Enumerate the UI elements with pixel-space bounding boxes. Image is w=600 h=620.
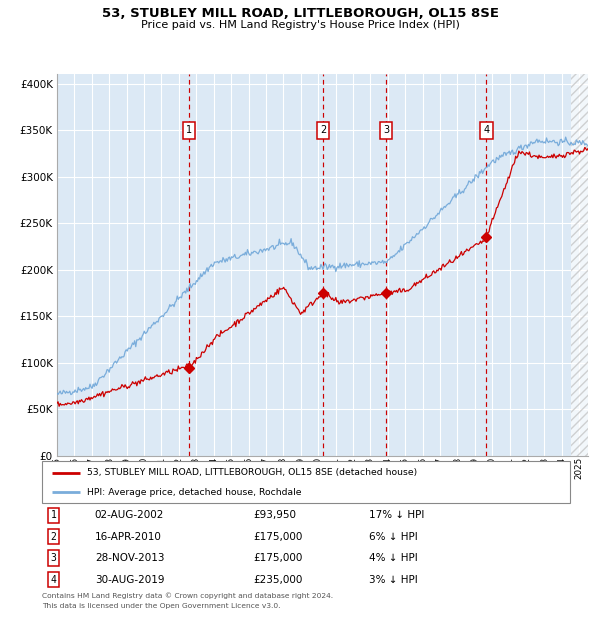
Text: 1: 1	[186, 125, 192, 135]
Text: 2: 2	[50, 532, 56, 542]
FancyBboxPatch shape	[42, 461, 570, 503]
Text: 2: 2	[320, 125, 326, 135]
Polygon shape	[571, 74, 588, 456]
Text: 6% ↓ HPI: 6% ↓ HPI	[370, 532, 418, 542]
Text: £93,950: £93,950	[253, 510, 296, 520]
Text: 53, STUBLEY MILL ROAD, LITTLEBOROUGH, OL15 8SE (detached house): 53, STUBLEY MILL ROAD, LITTLEBOROUGH, OL…	[87, 468, 417, 477]
Text: £175,000: £175,000	[253, 532, 302, 542]
Text: Contains HM Land Registry data © Crown copyright and database right 2024.: Contains HM Land Registry data © Crown c…	[42, 593, 333, 600]
Text: 30-AUG-2019: 30-AUG-2019	[95, 575, 164, 585]
Text: HPI: Average price, detached house, Rochdale: HPI: Average price, detached house, Roch…	[87, 487, 301, 497]
Text: 3: 3	[50, 553, 56, 563]
Text: 4% ↓ HPI: 4% ↓ HPI	[370, 553, 418, 563]
Text: 1: 1	[50, 510, 56, 520]
Text: This data is licensed under the Open Government Licence v3.0.: This data is licensed under the Open Gov…	[42, 603, 281, 609]
Text: 3% ↓ HPI: 3% ↓ HPI	[370, 575, 418, 585]
Text: £175,000: £175,000	[253, 553, 302, 563]
Text: 4: 4	[50, 575, 56, 585]
Text: 4: 4	[483, 125, 490, 135]
Text: £235,000: £235,000	[253, 575, 302, 585]
Text: 16-APR-2010: 16-APR-2010	[95, 532, 161, 542]
Text: 02-AUG-2002: 02-AUG-2002	[95, 510, 164, 520]
Text: 17% ↓ HPI: 17% ↓ HPI	[370, 510, 425, 520]
Text: 3: 3	[383, 125, 389, 135]
Text: 28-NOV-2013: 28-NOV-2013	[95, 553, 164, 563]
Text: 53, STUBLEY MILL ROAD, LITTLEBOROUGH, OL15 8SE: 53, STUBLEY MILL ROAD, LITTLEBOROUGH, OL…	[101, 7, 499, 20]
Text: Price paid vs. HM Land Registry's House Price Index (HPI): Price paid vs. HM Land Registry's House …	[140, 20, 460, 30]
